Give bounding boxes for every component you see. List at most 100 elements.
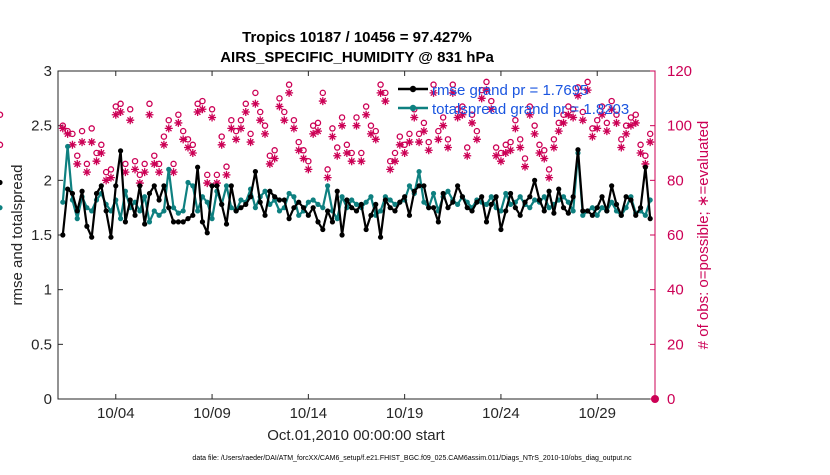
evaluated-obs-point: [208, 113, 217, 122]
rmse-point: [267, 188, 273, 194]
evaluated-obs-point: [463, 151, 472, 160]
totalspread-point: [175, 210, 181, 216]
legend-rmse-marker: [409, 85, 417, 93]
rmse-point: [402, 194, 408, 200]
x-tick-label: 10/24: [482, 405, 520, 422]
totalspread-point: [353, 201, 360, 207]
totalspread-point: [276, 208, 283, 214]
rmse-point: [594, 205, 600, 211]
evaluated-obs-point: [265, 159, 274, 168]
rmse-point: [142, 221, 148, 227]
evaluated-obs-point: [241, 108, 250, 116]
rmse-point: [507, 190, 514, 197]
evaluated-obs-point: [530, 129, 539, 138]
evaluated-obs-point: [299, 154, 308, 163]
y-axis-left: 0 0.5 1 1.5 2 2.5 3: [31, 63, 63, 408]
possible-obs-point: [314, 119, 322, 127]
rmse-point: [199, 219, 206, 225]
totalspread-point: [315, 201, 321, 207]
x-tick-label: 10/14: [290, 405, 328, 422]
totalspread-point: [190, 183, 196, 189]
rmse-point: [103, 208, 109, 214]
x-tick-label: 10/09: [193, 405, 231, 422]
possible-obs-point: [512, 116, 519, 124]
evaluated-obs-point: [496, 157, 505, 166]
rmse-point: [137, 183, 143, 189]
rmse-point: [214, 183, 220, 189]
possible-obs-point: [579, 108, 587, 116]
rmse-point: [387, 205, 393, 211]
evaluated-obs-point: [318, 97, 327, 106]
possible-obs-point: [0, 111, 4, 118]
y-right-tick-label: 100: [667, 118, 692, 135]
totalspread-point: [349, 197, 355, 203]
possible-obs-point: [122, 160, 129, 168]
rmse-point: [291, 205, 297, 211]
possible-obs-point: [343, 141, 351, 149]
rmse-point: [483, 219, 490, 225]
evaluated-obs-point: [607, 105, 616, 114]
legend-spread-marker: [409, 104, 417, 112]
possible-obs-point: [329, 125, 336, 132]
rmse-point: [156, 197, 162, 203]
evaluated-obs-point: [333, 151, 342, 160]
rmse-point: [170, 219, 177, 225]
evaluated-obs-point: [82, 168, 91, 177]
evaluated-obs-point: [376, 88, 385, 97]
x-tick-label: 10/29: [578, 405, 616, 422]
rmse-point: [377, 234, 384, 240]
evaluated-obs-point: [554, 127, 563, 136]
rmse-point: [589, 212, 596, 218]
evaluated-obs-point: [236, 124, 245, 133]
possible-obs-point: [502, 141, 509, 149]
evaluated-obs-point: [472, 135, 481, 144]
rmse-point: [353, 208, 360, 214]
y-right-tick-label: 20: [667, 336, 684, 353]
rmse-point: [455, 183, 461, 189]
totalspread-point: [291, 194, 297, 200]
totalspread-point: [310, 197, 316, 203]
possible-obs-point: [603, 119, 611, 127]
evaluated-obs-point: [116, 108, 125, 116]
totalspread-point: [363, 199, 369, 205]
evaluated-obs-point: [506, 146, 515, 155]
totalspread-point: [377, 208, 384, 214]
y-right-tick-label: 120: [667, 63, 692, 80]
rmse-point: [349, 205, 355, 211]
totalspread-point: [565, 199, 571, 205]
totalspread-point: [623, 205, 629, 211]
totalspread-point: [238, 197, 244, 203]
y-axis-left-label: rmse and totalspread: [9, 165, 26, 306]
totalspread-point: [527, 205, 533, 211]
possible-obs-point: [463, 144, 471, 151]
totalspread-point: [320, 205, 326, 211]
rmse-point: [300, 205, 307, 211]
evaluated-obs-point: [458, 110, 467, 119]
possible-obs-point: [488, 97, 495, 105]
rmse-point: [416, 183, 422, 189]
rmse-point: [257, 199, 263, 205]
rmse-point: [247, 194, 254, 200]
possible-obs-point: [256, 108, 264, 116]
rmse-point: [305, 212, 311, 218]
possible-obs-point: [613, 111, 620, 118]
rmse-point: [132, 212, 138, 218]
possible-obs-point: [276, 95, 283, 102]
possible-obs-point: [338, 114, 346, 121]
possible-obs-point: [435, 127, 442, 135]
y-right-tick-label: 60: [667, 227, 684, 244]
rmse-point: [151, 183, 157, 189]
rmse-point: [286, 216, 292, 222]
evaluated-obs-point: [155, 168, 164, 177]
rmse-point: [551, 210, 557, 216]
evaluated-obs-point: [540, 154, 549, 163]
evaluated-obs-point: [569, 113, 578, 122]
evaluated-obs-point: [342, 149, 351, 157]
possible-obs-point: [396, 133, 404, 140]
rmse-point: [512, 205, 518, 211]
possible-obs-point: [391, 149, 399, 157]
evaluated-obs-point: [164, 124, 173, 133]
evaluated-obs-point: [285, 88, 294, 97]
evaluated-obs-point: [183, 143, 192, 152]
rmse-point: [503, 208, 509, 214]
